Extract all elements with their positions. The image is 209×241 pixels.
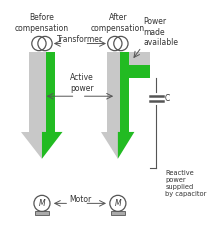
- Text: After
compensation: After compensation: [91, 13, 145, 33]
- Text: Motor: Motor: [69, 195, 91, 204]
- Polygon shape: [107, 52, 120, 132]
- Circle shape: [34, 195, 50, 211]
- Polygon shape: [101, 132, 118, 159]
- Polygon shape: [46, 52, 55, 132]
- Text: M: M: [115, 199, 121, 208]
- Bar: [111, 211, 125, 215]
- Text: Power
made
available: Power made available: [143, 17, 178, 47]
- Bar: [35, 211, 49, 215]
- Polygon shape: [29, 52, 46, 132]
- Bar: [129, 52, 150, 65]
- Text: Active
power: Active power: [70, 73, 94, 93]
- Text: Reactive
power
supplied
by capacitor: Reactive power supplied by capacitor: [165, 170, 206, 197]
- Bar: [129, 65, 150, 78]
- Polygon shape: [118, 132, 134, 159]
- Text: Transformer: Transformer: [57, 35, 103, 44]
- Polygon shape: [120, 52, 129, 132]
- Circle shape: [110, 195, 126, 211]
- Polygon shape: [42, 132, 62, 159]
- Polygon shape: [22, 132, 42, 159]
- Text: Before
compensation: Before compensation: [15, 13, 69, 33]
- Text: C: C: [164, 94, 169, 103]
- Text: M: M: [39, 199, 45, 208]
